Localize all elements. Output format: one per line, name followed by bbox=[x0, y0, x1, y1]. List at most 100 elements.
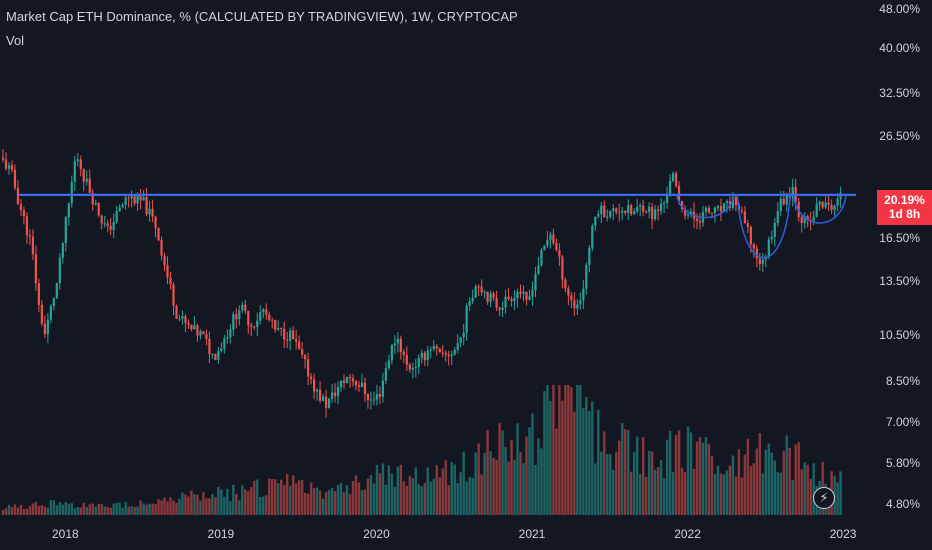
candle-body bbox=[91, 192, 94, 205]
candle-body bbox=[764, 257, 767, 260]
candle-body bbox=[564, 279, 567, 289]
volume-bar bbox=[256, 479, 259, 515]
candle-body bbox=[265, 309, 268, 315]
volume-bar bbox=[79, 507, 82, 515]
candle-body bbox=[824, 202, 827, 208]
candle-body bbox=[618, 212, 621, 214]
candle-body bbox=[540, 250, 543, 266]
volume-bar bbox=[546, 385, 549, 515]
volume-bar bbox=[561, 400, 564, 515]
candle-body bbox=[549, 234, 552, 240]
volume-bar bbox=[516, 423, 519, 515]
candle-body bbox=[710, 212, 714, 214]
candle-body bbox=[668, 181, 672, 194]
candle-body bbox=[621, 210, 624, 213]
candle-body bbox=[830, 204, 833, 210]
volume-bar bbox=[196, 494, 199, 515]
volume-bar bbox=[223, 496, 226, 515]
volume-bar bbox=[513, 460, 516, 515]
candle-body bbox=[345, 377, 349, 383]
volume-bar bbox=[480, 474, 483, 515]
candle-body bbox=[570, 295, 573, 301]
candle-body bbox=[268, 314, 271, 320]
volume-bar bbox=[713, 473, 717, 515]
volume-bar bbox=[205, 498, 208, 515]
candle-body bbox=[477, 286, 480, 288]
y-tick-label: 4.80% bbox=[885, 496, 920, 511]
volume-bar bbox=[52, 500, 56, 515]
candle-body bbox=[567, 288, 570, 296]
price-candles bbox=[1, 149, 842, 418]
volume-bar bbox=[49, 500, 53, 515]
candle-body bbox=[145, 197, 148, 215]
candle-body bbox=[665, 193, 669, 203]
candle-body bbox=[683, 209, 687, 216]
candle-body bbox=[244, 304, 247, 311]
volume-bar bbox=[384, 484, 388, 515]
lightning-bolt-icon[interactable]: ⚡︎ bbox=[813, 487, 835, 509]
candle-body bbox=[534, 273, 537, 291]
candle-body bbox=[516, 291, 519, 299]
volume-bar bbox=[429, 481, 432, 515]
volume-bar bbox=[764, 449, 768, 515]
candle-body bbox=[492, 293, 495, 298]
volume-bar bbox=[172, 500, 175, 515]
volume-bar bbox=[163, 497, 166, 515]
volume-bar bbox=[345, 485, 349, 515]
volume-bar bbox=[677, 430, 681, 515]
candle-body bbox=[444, 352, 447, 355]
y-tick-label: 26.50% bbox=[879, 129, 920, 144]
candle-body bbox=[815, 204, 818, 217]
x-tick-label: 2021 bbox=[518, 527, 546, 541]
candle-body bbox=[456, 343, 459, 350]
candle-body bbox=[722, 203, 726, 212]
volume-bar bbox=[154, 504, 157, 515]
volume-bar bbox=[408, 476, 412, 515]
volume-bar bbox=[268, 478, 271, 515]
volume-bar bbox=[253, 480, 256, 515]
volume-bar bbox=[650, 451, 654, 515]
candle-body bbox=[157, 227, 160, 241]
volume-bar bbox=[211, 494, 214, 515]
volume-bar bbox=[450, 462, 453, 515]
volume-bar bbox=[582, 407, 585, 515]
candle-body bbox=[674, 173, 678, 186]
volume-bar bbox=[737, 449, 741, 515]
candle-body bbox=[169, 277, 172, 285]
candle-body bbox=[648, 207, 651, 212]
candle-body bbox=[480, 286, 483, 293]
volume-bar bbox=[250, 486, 253, 515]
volume-bar bbox=[88, 504, 91, 515]
volume-bar bbox=[474, 452, 477, 515]
candle-body bbox=[504, 296, 507, 308]
candle-body bbox=[435, 346, 438, 349]
volume-bar bbox=[312, 488, 316, 515]
candle-body bbox=[624, 210, 627, 213]
volume-bar bbox=[333, 490, 337, 515]
candle-body bbox=[348, 377, 352, 379]
candle-body bbox=[546, 239, 549, 246]
candle-body bbox=[166, 265, 169, 278]
candle-body bbox=[498, 307, 501, 310]
volume-bar bbox=[133, 507, 136, 515]
volume-bar bbox=[336, 484, 340, 515]
candle-body bbox=[46, 319, 49, 335]
candle-body bbox=[330, 392, 334, 399]
candle-body bbox=[600, 205, 603, 214]
candle-body bbox=[588, 247, 591, 266]
candle-body bbox=[184, 316, 187, 323]
candle-body bbox=[812, 216, 815, 221]
candle-body bbox=[420, 352, 423, 358]
volume-bar bbox=[238, 500, 241, 515]
candle-body bbox=[615, 208, 618, 213]
volume-bar bbox=[414, 467, 418, 515]
candle-body bbox=[507, 296, 510, 299]
volume-bar bbox=[175, 502, 178, 515]
volume-bar bbox=[318, 490, 322, 515]
volume-bar bbox=[330, 488, 334, 515]
volume-bar bbox=[632, 451, 636, 515]
volume-bar bbox=[115, 502, 118, 515]
volume-bar bbox=[187, 496, 190, 515]
